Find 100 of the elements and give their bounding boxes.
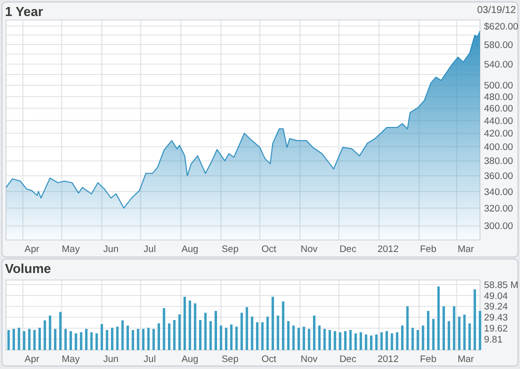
bar bbox=[338, 332, 342, 350]
y-tick-label: 49.04 bbox=[484, 290, 508, 302]
y-tick-label: 500.00 bbox=[484, 80, 514, 92]
y-tick-label: 19.62 bbox=[484, 324, 508, 335]
bar bbox=[121, 320, 124, 350]
y-tick-label: 580.00 bbox=[484, 40, 514, 51]
bar bbox=[411, 328, 414, 350]
bar bbox=[250, 316, 254, 350]
bar bbox=[297, 328, 300, 350]
bar bbox=[390, 333, 394, 350]
bar bbox=[437, 286, 440, 350]
bar bbox=[110, 328, 114, 350]
x-tick-label: Dec bbox=[339, 244, 357, 255]
x-tick-label: Jun bbox=[103, 354, 119, 365]
x-tick-label: Feb bbox=[420, 244, 436, 255]
bar bbox=[194, 303, 196, 350]
bar bbox=[401, 326, 404, 350]
bar bbox=[386, 331, 388, 350]
bar bbox=[100, 324, 104, 350]
bar bbox=[396, 332, 398, 350]
bar bbox=[214, 310, 218, 350]
bar bbox=[375, 334, 378, 350]
bar bbox=[184, 296, 186, 350]
y-tick-label: 58.85 M bbox=[484, 280, 518, 291]
bar bbox=[22, 331, 26, 350]
bar bbox=[28, 328, 31, 350]
bar bbox=[70, 331, 72, 350]
y-tick-label: 9.81 bbox=[484, 334, 502, 346]
x-tick-label: Mar bbox=[458, 354, 474, 365]
x-tick-label: Nov bbox=[300, 354, 318, 365]
x-tick-label: Mar bbox=[458, 244, 474, 255]
y-tick-label: 440.00 bbox=[484, 116, 514, 127]
bar bbox=[224, 328, 228, 350]
bar bbox=[246, 307, 248, 350]
bar bbox=[302, 326, 306, 350]
y-tick-label: $620.00 bbox=[484, 21, 518, 32]
bar bbox=[136, 328, 140, 350]
bar bbox=[230, 324, 233, 350]
bar bbox=[458, 316, 460, 350]
bar bbox=[448, 321, 450, 350]
bar bbox=[266, 316, 269, 350]
chart-title: 1 Year bbox=[5, 4, 44, 19]
bar bbox=[282, 301, 284, 350]
y-tick-label: 320.00 bbox=[484, 203, 514, 214]
bar bbox=[432, 318, 435, 350]
chart-title: Volume bbox=[5, 261, 51, 276]
bar bbox=[354, 333, 357, 350]
bar bbox=[344, 331, 347, 350]
y-tick-label: 420.00 bbox=[484, 128, 514, 140]
x-tick-label: Aug bbox=[181, 244, 198, 255]
bar bbox=[132, 330, 134, 350]
bar bbox=[360, 332, 362, 350]
bar bbox=[370, 336, 372, 350]
bar bbox=[7, 330, 10, 350]
bar bbox=[168, 323, 170, 350]
x-tick-label: Jun bbox=[103, 244, 119, 255]
x-tick-label: May bbox=[62, 354, 80, 365]
x-tick-label: May bbox=[62, 244, 80, 255]
bar bbox=[152, 328, 155, 350]
x-tick-label: Sep bbox=[222, 244, 238, 255]
bar bbox=[328, 330, 331, 350]
bar bbox=[318, 326, 321, 350]
x-tick-label: Sep bbox=[222, 354, 238, 365]
y-tick-label: 540.00 bbox=[484, 59, 514, 70]
bar bbox=[272, 296, 274, 350]
y-tick-label: 380.00 bbox=[484, 156, 514, 168]
x-tick-label: Jul bbox=[144, 244, 156, 255]
x-tick-label: Nov bbox=[300, 244, 318, 255]
bar bbox=[80, 332, 82, 350]
bar bbox=[323, 328, 326, 350]
y-tick-label: 29.43 bbox=[484, 312, 508, 324]
bar bbox=[204, 312, 207, 350]
y-tick-label: 400.00 bbox=[484, 142, 514, 154]
y-tick-label: 340.00 bbox=[484, 186, 514, 198]
bar bbox=[240, 312, 243, 350]
bar bbox=[64, 328, 67, 350]
y-tick-label: 300.00 bbox=[484, 221, 514, 232]
bar bbox=[261, 322, 264, 350]
bar bbox=[85, 328, 88, 350]
bar bbox=[54, 328, 56, 350]
bar bbox=[126, 326, 129, 350]
bar bbox=[287, 321, 290, 350]
x-tick-label: Aug bbox=[181, 354, 198, 365]
bar bbox=[380, 332, 383, 350]
bar bbox=[59, 312, 62, 350]
bar bbox=[426, 310, 430, 350]
bar bbox=[116, 326, 119, 350]
y-tick-label: 480.00 bbox=[484, 92, 514, 103]
x-tick-label: 2012 bbox=[377, 244, 399, 255]
bar bbox=[256, 322, 258, 350]
y-tick-label: 460.00 bbox=[484, 104, 514, 115]
y-tick-label: 360.00 bbox=[484, 171, 514, 182]
y-tick-label: 39.24 bbox=[484, 302, 508, 313]
x-tick-label: Jul bbox=[144, 354, 156, 365]
bar bbox=[74, 333, 78, 350]
x-tick-label: Apr bbox=[24, 354, 40, 365]
bar bbox=[188, 300, 192, 350]
text: 03/19/12 bbox=[477, 5, 516, 16]
bar bbox=[158, 323, 160, 350]
bar bbox=[142, 328, 144, 350]
